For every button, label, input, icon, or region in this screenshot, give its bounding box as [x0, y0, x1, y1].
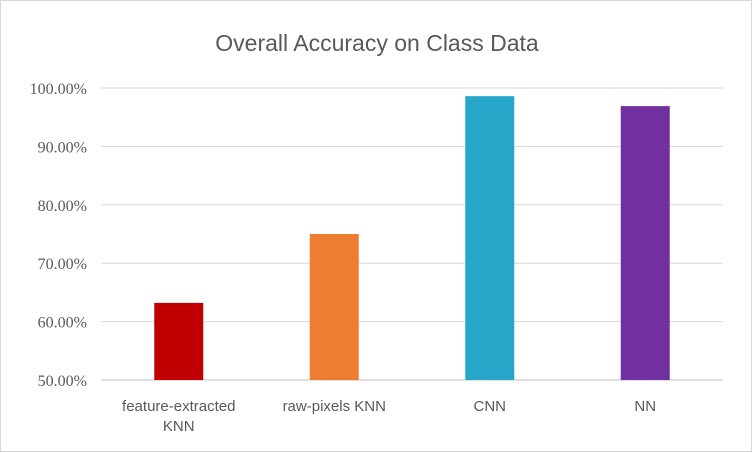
y-tick-label: 100.00% [30, 81, 87, 98]
x-category-label: CNN [474, 398, 507, 415]
gridlines [101, 87, 723, 381]
x-axis-categories: feature-extracted KNN raw-pixels KNN CNN NN [122, 398, 656, 435]
y-tick-label: 60.00% [38, 315, 87, 332]
bar-feature-extracted-knn [154, 302, 204, 380]
y-tick-label: 90.00% [38, 139, 87, 156]
x-category-label: feature-extracted KNN [122, 398, 235, 435]
y-axis-ticks: 50.00% 60.00% 70.00% 80.00% 90.00% 100.00% [30, 81, 87, 390]
bars [154, 96, 670, 381]
x-category-label: NN [634, 398, 656, 415]
y-tick-label: 50.00% [38, 373, 87, 390]
bar-raw-pixels-knn [309, 234, 359, 380]
y-tick-label: 70.00% [38, 256, 87, 273]
x-category-label: raw-pixels KNN [283, 398, 386, 415]
bar-nn [620, 106, 670, 380]
chart-title: Overall Accuracy on Class Data [215, 30, 539, 56]
bar-cnn [465, 96, 515, 381]
y-tick-label: 80.00% [38, 198, 87, 215]
